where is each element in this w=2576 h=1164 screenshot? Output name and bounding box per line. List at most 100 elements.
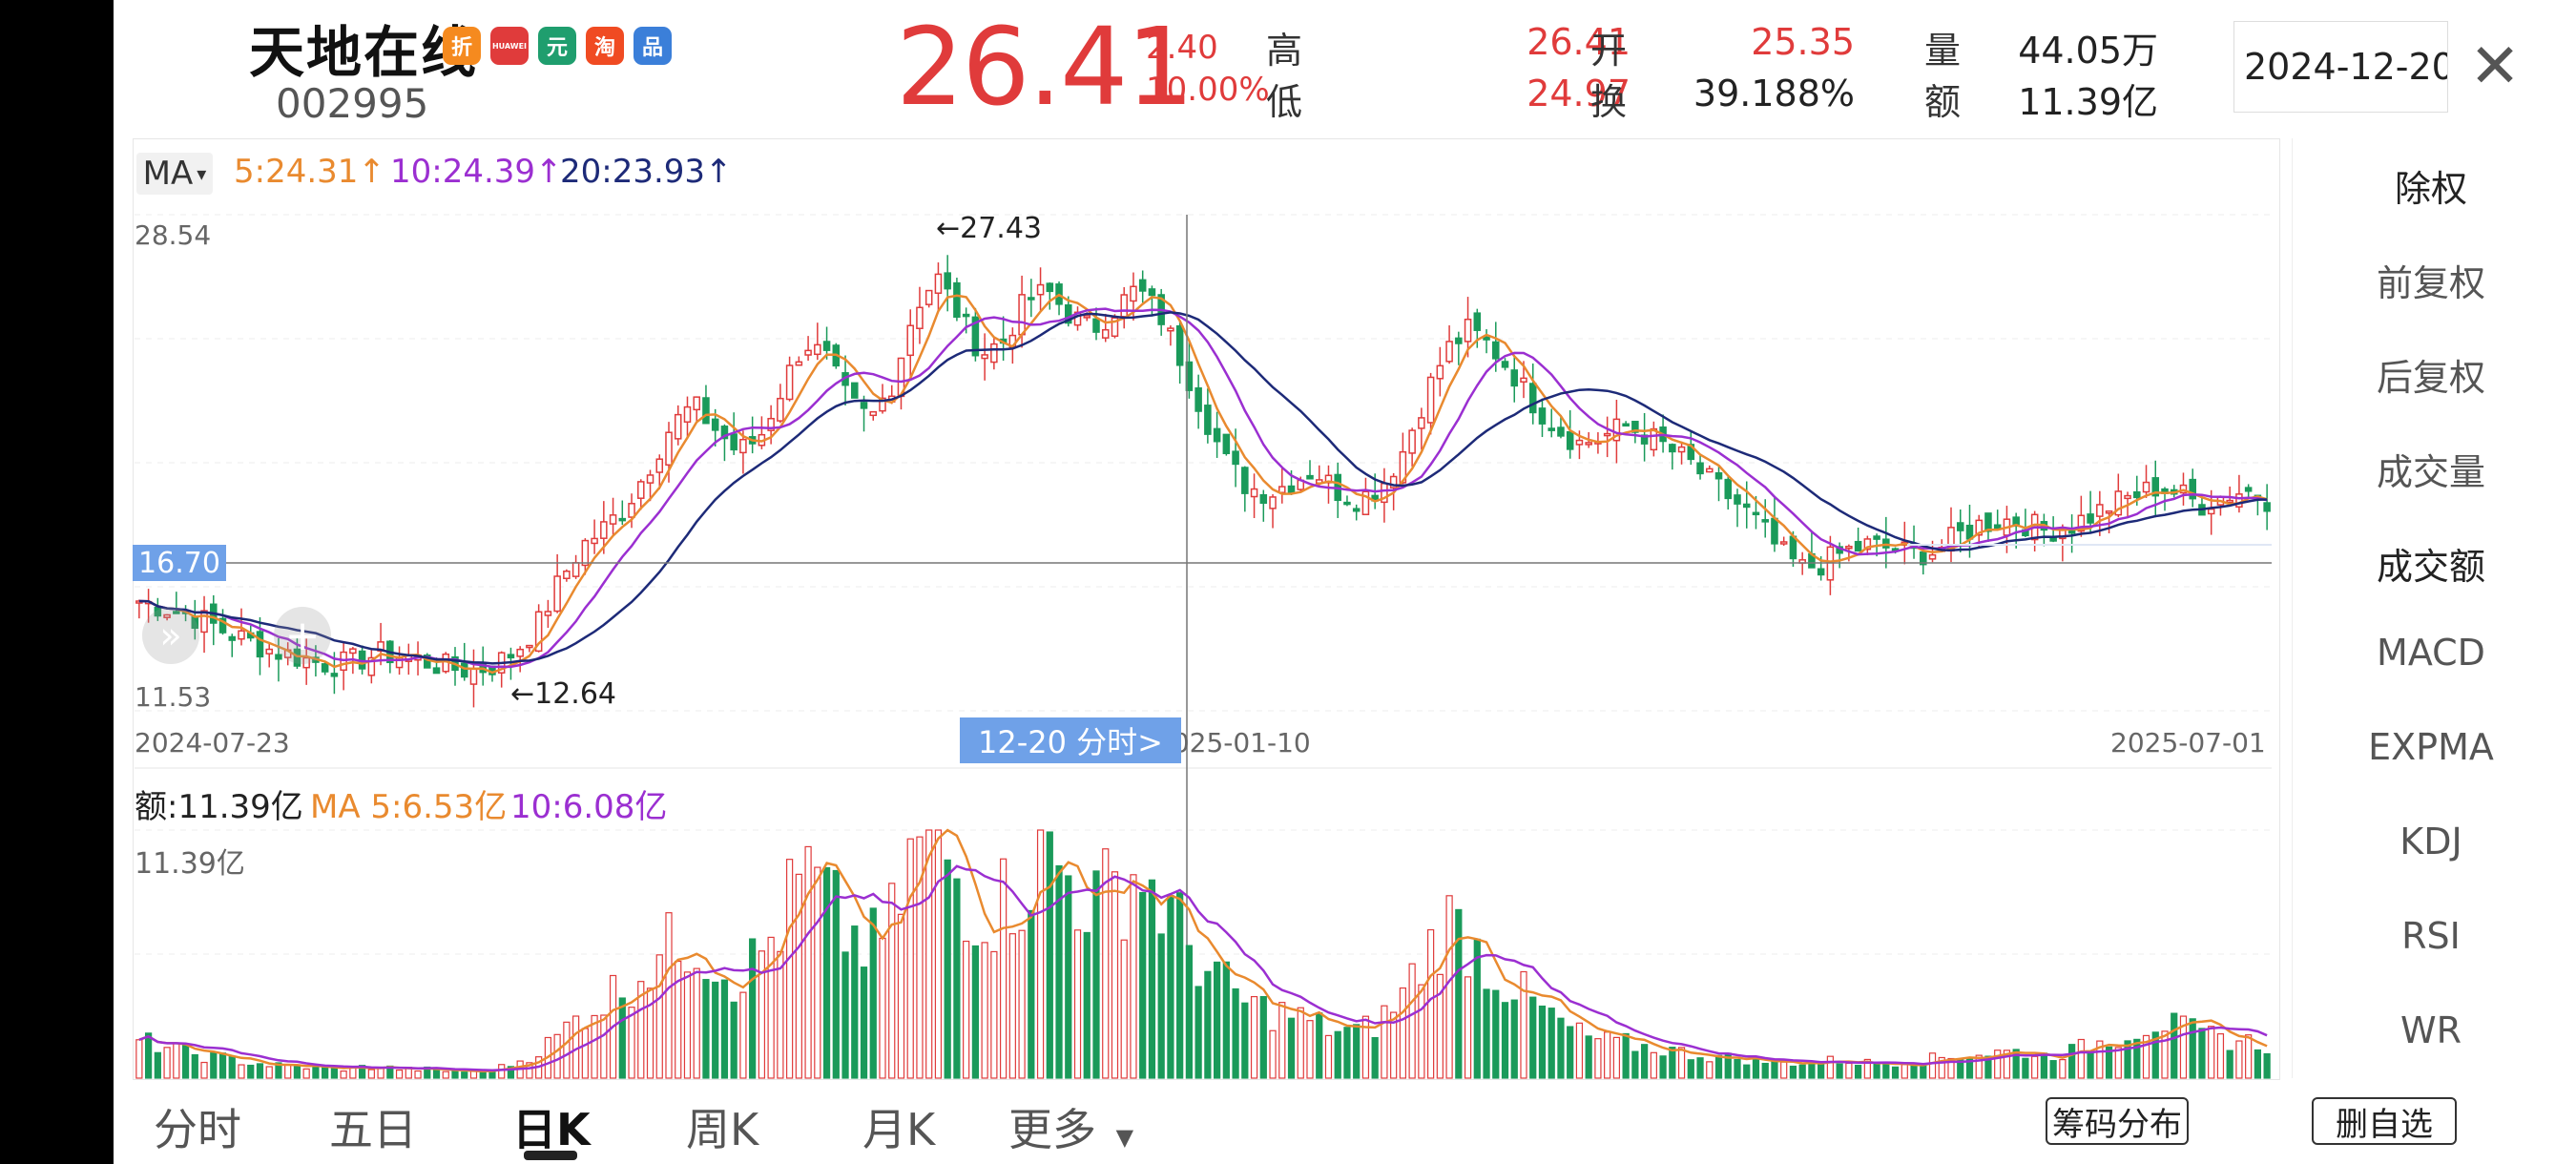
sidebar-item-1[interactable]: 前复权 <box>2376 262 2485 304</box>
candle-body <box>1622 423 1630 427</box>
candle-body <box>795 361 803 366</box>
candle-body <box>1352 508 1361 512</box>
candle-body <box>785 364 794 401</box>
sidebar-item-8[interactable]: RSI <box>2401 915 2461 957</box>
amount-bar <box>1687 1059 1694 1079</box>
amount-bar <box>655 954 663 1079</box>
amount-bar <box>2208 1026 2215 1079</box>
amount-bar <box>322 1066 329 1079</box>
amount-bar <box>1548 1008 1555 1079</box>
amount-bar <box>1361 1015 1370 1079</box>
candle-body <box>1920 551 1927 566</box>
crosshair-icon[interactable]: + <box>274 607 331 664</box>
candle-body <box>1789 535 1797 560</box>
tab-weekly-k[interactable]: 周K <box>686 1104 759 1155</box>
amount-bar <box>173 1042 180 1079</box>
sidebar-item-7[interactable]: KDJ <box>2399 821 2462 863</box>
amount-bar <box>2245 1034 2253 1079</box>
amount-bar <box>1324 1034 1333 1079</box>
amount-bar <box>1148 879 1156 1079</box>
remove-watchlist-button[interactable]: 删自选 <box>2312 1097 2457 1145</box>
candle-body <box>238 630 245 640</box>
amount-bar <box>1604 1031 1611 1079</box>
candle-body <box>228 635 237 641</box>
sidebar-item-4[interactable]: 成交额 <box>2376 546 2485 588</box>
amount-bar <box>563 1021 571 1079</box>
amount-bar <box>1984 1055 1992 1079</box>
amount-bar <box>163 1047 171 1079</box>
candle-body <box>1389 475 1398 488</box>
candle-body <box>1175 324 1184 366</box>
amount-bar <box>1353 1024 1361 1079</box>
amount-bar <box>1575 1022 1584 1079</box>
amount-bar <box>1567 1026 1574 1079</box>
amount-ma10: 10:6.08亿 <box>510 788 668 826</box>
ma-selector[interactable]: MA ▾ <box>136 153 213 195</box>
tab-monthly-k[interactable]: 月K <box>862 1104 936 1155</box>
amount-bar <box>395 1070 404 1079</box>
amount-bar <box>730 1001 737 1079</box>
current-price: 26.41 <box>896 6 1195 130</box>
amount-bar <box>785 859 794 1079</box>
amount-bar <box>1018 929 1026 1079</box>
tab-intraday[interactable]: 分时 <box>154 1104 241 1155</box>
amount-bar <box>1631 1050 1639 1079</box>
amount-bar <box>265 1066 273 1079</box>
date-display[interactable]: 2024-12-20 <box>2233 21 2448 113</box>
amount-bar <box>795 873 802 1079</box>
amount-bar <box>1538 1005 1547 1079</box>
close-icon[interactable]: ✕ <box>2469 31 2521 102</box>
candle-body <box>860 402 868 409</box>
chip-distribution-button[interactable]: 筹码分布 <box>2046 1097 2189 1145</box>
amount-bar <box>1176 892 1184 1079</box>
candle-body <box>1528 383 1537 414</box>
amount-bar <box>637 981 645 1079</box>
tab-five-day[interactable]: 五日 <box>329 1104 417 1155</box>
candle-body <box>432 667 441 675</box>
amount-bar <box>526 1062 533 1079</box>
amount-bar <box>1510 999 1518 1079</box>
candle-body <box>822 341 831 351</box>
high-price-marker: ←27.43 <box>936 212 1043 245</box>
amount-ma10-line <box>138 864 2268 1071</box>
amount-bar <box>1343 1027 1351 1079</box>
amount-bar <box>841 951 849 1079</box>
double-chevron-right-icon[interactable]: » <box>142 607 199 664</box>
amount-bar <box>739 991 747 1079</box>
candle-body <box>1557 426 1565 437</box>
candle-body <box>693 396 700 411</box>
candle-body <box>906 324 914 357</box>
tab-daily-k[interactable]: 日K <box>512 1104 591 1155</box>
tab-more[interactable]: 更多 ▼ <box>1008 1095 1133 1158</box>
amount-bar <box>1706 1061 1714 1079</box>
amount-bar <box>1297 1007 1304 1079</box>
intraday-link-button[interactable]: 12-20 分时> <box>960 717 1181 763</box>
candle-body <box>990 343 998 364</box>
amount-bar <box>293 1066 301 1079</box>
kline-chart[interactable] <box>114 0 2576 1164</box>
candle-body <box>1873 535 1880 540</box>
amount-bar <box>1408 963 1416 1079</box>
candle-body <box>702 397 710 425</box>
amount-bar <box>1557 1017 1565 1079</box>
amount-bar <box>432 1068 441 1079</box>
amount-bar <box>1316 1012 1323 1079</box>
price-change-pct: 10.00% <box>1146 71 1270 109</box>
sidebar-item-2[interactable]: 后复权 <box>2376 357 2485 399</box>
sidebar-item-5[interactable]: MACD <box>2377 632 2485 674</box>
candle-body <box>1501 361 1509 368</box>
amount-bar <box>2161 1030 2169 1079</box>
ma10-line <box>138 307 2268 669</box>
amount-bar <box>377 1067 384 1079</box>
amount-bar <box>777 950 784 1079</box>
candle-body <box>591 537 598 545</box>
sidebar-item-6[interactable]: EXPMA <box>2368 726 2494 768</box>
amount-bar <box>2114 1047 2122 1079</box>
sidebar-item-3[interactable]: 成交量 <box>2376 451 2485 493</box>
candle-body <box>1956 522 1964 531</box>
sidebar-item-0[interactable]: 除权 <box>2394 168 2467 210</box>
candle-body <box>581 539 590 567</box>
amount-bar <box>2105 1046 2113 1079</box>
candle-body <box>553 575 561 613</box>
sidebar-item-9[interactable]: WR <box>2400 1009 2462 1051</box>
